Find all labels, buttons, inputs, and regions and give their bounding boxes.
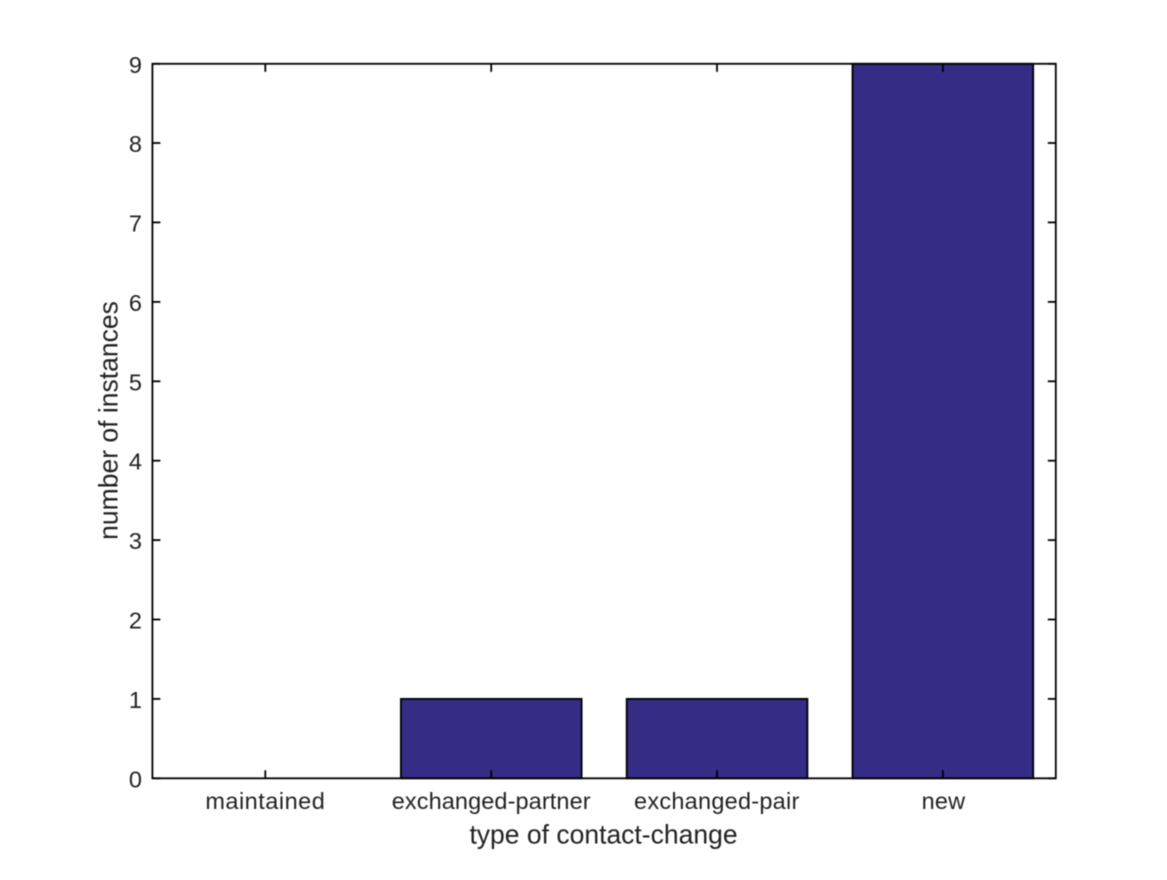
svg-text:4: 4 [129,449,142,475]
svg-text:9: 9 [129,52,142,78]
svg-text:exchanged-partner: exchanged-partner [392,788,591,814]
svg-text:maintained: maintained [205,788,325,814]
svg-text:1: 1 [129,687,142,713]
svg-text:8: 8 [129,131,142,157]
svg-text:7: 7 [129,210,142,236]
svg-text:5: 5 [129,369,142,395]
svg-text:2: 2 [129,608,142,634]
svg-text:0: 0 [129,766,142,792]
svg-text:exchanged-pair: exchanged-pair [634,788,800,814]
svg-text:new: new [922,788,967,814]
svg-text:type of contact-change: type of contact-change [469,820,737,850]
svg-text:6: 6 [129,290,142,316]
svg-text:3: 3 [129,528,142,554]
svg-text:number of instances: number of instances [94,301,124,540]
